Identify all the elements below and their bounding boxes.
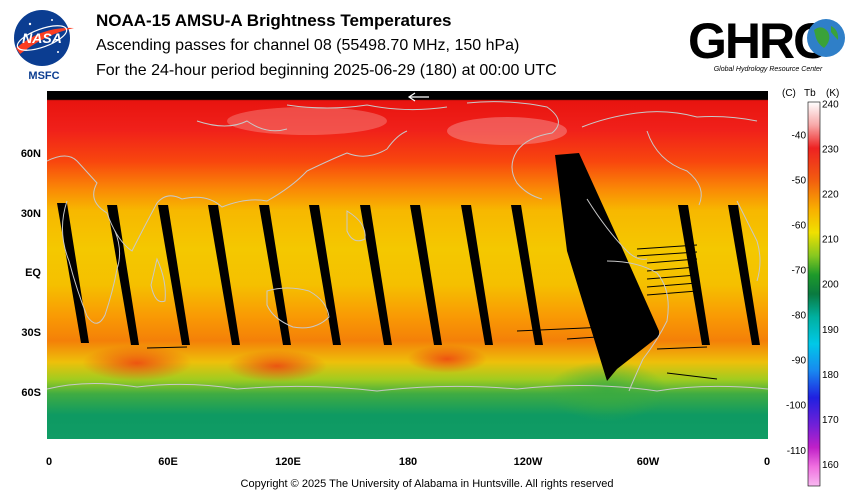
colorbar-header-c: (C) [782, 88, 796, 99]
lat-label-eq: EQ [25, 267, 41, 279]
copyright-notice: Copyright © 2025 The University of Alaba… [240, 478, 614, 490]
colorbar-kelvin-tick: 160 [822, 460, 839, 471]
arrow-left-icon [407, 92, 429, 102]
colorbar-celsius-tick: -70 [792, 266, 807, 277]
lon-label-60e: 60E [158, 456, 178, 468]
colorbar-celsius-tick: -50 [792, 175, 807, 186]
nasa-logo: NASA MSFC [12, 8, 78, 82]
brightness-temperature-map [47, 91, 768, 443]
colorbar-celsius-tick: -80 [792, 311, 807, 322]
ghrc-logo-sub: Global Hydrology Resource Center [714, 66, 823, 73]
colorbar-kelvin-tick: 240 [822, 100, 839, 111]
lon-label-120w: 120W [513, 456, 543, 468]
lon-label-120e: 120E [275, 456, 301, 468]
lon-label-0-east: 0 [763, 456, 771, 468]
colorbar-kelvin-tick: 220 [822, 190, 839, 201]
period-line: For the 24-hour period beginning 2025-06… [96, 62, 557, 79]
colorbar-kelvin-tick: 230 [822, 145, 839, 156]
lon-label-60w: 60W [636, 456, 660, 468]
no-data-gaps [57, 153, 760, 381]
colorbar-celsius-tick: -40 [792, 130, 807, 141]
colorbar-kelvin-tick: 170 [822, 415, 839, 426]
colorbar-header-tb: Tb [804, 88, 816, 99]
ghrc-logo-text: GHRC [688, 13, 828, 69]
nasa-logo-text: NASA [22, 30, 62, 46]
ghrc-logo: GHRC Global Hydrology Resource Center [686, 8, 850, 78]
nasa-logo-sub: MSFC [28, 70, 59, 82]
colorbar-kelvin-tick: 190 [822, 325, 839, 336]
colorbar: (C) Tb (K) 240 230 220 210 200 190 180 170 160 -4… [782, 86, 854, 488]
coastlines [47, 101, 768, 392]
colorbar-kelvin-tick: 210 [822, 235, 839, 246]
page-subtitle: Ascending passes for channel 08 (55498.7… [96, 37, 520, 54]
colorbar-kelvin-tick: 180 [822, 370, 839, 381]
lat-label-60s: 60S [21, 387, 41, 399]
colorbar-celsius-tick: -60 [792, 220, 807, 231]
page-title: NOAA-15 AMSU-A Brightness Temperatures [96, 11, 452, 30]
colorbar-celsius-tick: -100 [786, 401, 806, 412]
colorbar-ramp [807, 101, 821, 487]
lat-label-60n: 60N [20, 148, 41, 160]
lat-label-30s: 30S [21, 327, 41, 339]
colorbar-kelvin-tick: 200 [822, 280, 839, 291]
lon-label-0: 0 [45, 456, 53, 468]
colorbar-header-k: (K) [826, 88, 839, 99]
lat-label-30n: 30N [20, 208, 41, 220]
lon-label-180: 180 [398, 456, 418, 468]
colorbar-celsius-tick: -90 [792, 356, 807, 367]
colorbar-celsius-tick: -110 [787, 446, 807, 457]
